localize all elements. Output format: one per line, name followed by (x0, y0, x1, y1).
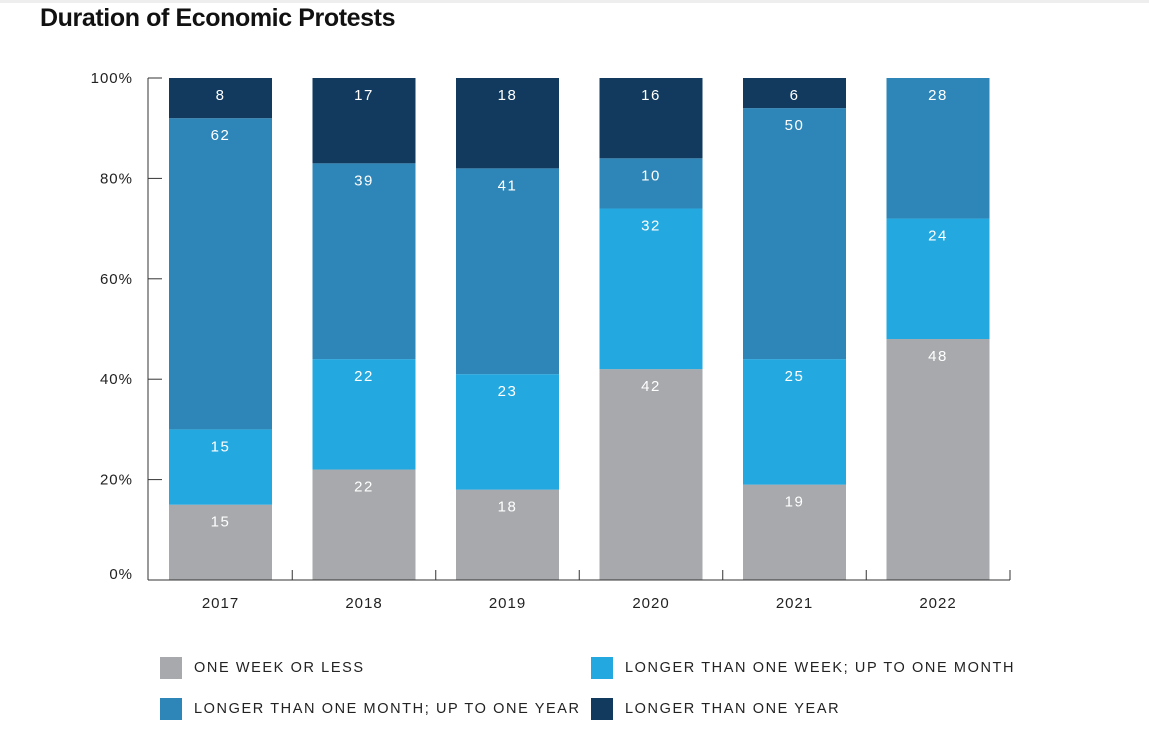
y-tick-label: 100% (91, 70, 133, 87)
bar-segment (743, 108, 846, 360)
x-tick-label: 2021 (776, 595, 813, 612)
y-tick-label: 60% (100, 271, 133, 288)
data-label: 18 (498, 87, 518, 104)
bar-segment (743, 484, 846, 580)
data-label: 41 (498, 177, 518, 194)
data-label: 24 (928, 228, 948, 245)
bar-segment (312, 163, 416, 360)
bar-segment (456, 78, 559, 169)
data-label: 28 (928, 87, 948, 104)
bar-segment (169, 429, 272, 505)
y-tick-label: 0% (109, 566, 133, 583)
bar-segment (169, 118, 272, 430)
y-tick-label: 40% (100, 371, 133, 388)
y-tick-label: 80% (100, 170, 133, 187)
bar-segment (886, 218, 990, 340)
bar-segment (312, 359, 416, 470)
data-label: 42 (641, 378, 661, 395)
bar-segment (599, 369, 703, 580)
data-label: 22 (354, 479, 374, 496)
data-label: 48 (928, 348, 948, 365)
data-label: 50 (785, 117, 805, 134)
bar-segment (599, 78, 703, 159)
data-label: 18 (498, 499, 518, 516)
bar-segment (599, 158, 703, 209)
data-label: 16 (641, 87, 661, 104)
top-border (0, 0, 1149, 3)
chart-title: Duration of Economic Protests (40, 4, 396, 32)
x-tick-label: 2019 (489, 595, 526, 612)
data-label: 23 (498, 383, 518, 400)
x-tick-label: 2020 (632, 595, 669, 612)
bar-segment (456, 374, 559, 490)
data-label: 32 (641, 218, 661, 235)
data-label: 62 (211, 127, 231, 144)
data-label: 6 (790, 87, 800, 104)
bar-segment (456, 489, 559, 580)
data-label: 19 (785, 494, 805, 511)
bar-segment (886, 78, 990, 219)
data-label: 17 (354, 87, 374, 104)
bar-segment (743, 78, 846, 109)
y-tick-label: 20% (100, 472, 133, 489)
bar-segment (169, 78, 272, 119)
x-tick-label: 2022 (919, 595, 956, 612)
data-label: 25 (785, 368, 805, 385)
data-label: 8 (216, 87, 226, 104)
bar-segment (456, 168, 559, 375)
data-label: 15 (211, 514, 231, 531)
x-tick-label: 2017 (202, 595, 239, 612)
data-label: 10 (641, 167, 661, 184)
x-tick-label: 2018 (345, 595, 382, 612)
bar-segment (169, 504, 272, 580)
data-label: 15 (211, 438, 231, 455)
bar-segment (743, 359, 846, 485)
bar-segment (312, 469, 416, 580)
bar-segment (599, 208, 703, 370)
bar-segment (312, 78, 416, 164)
data-label: 39 (354, 172, 374, 189)
bar-segment (886, 339, 990, 580)
data-label: 22 (354, 368, 374, 385)
